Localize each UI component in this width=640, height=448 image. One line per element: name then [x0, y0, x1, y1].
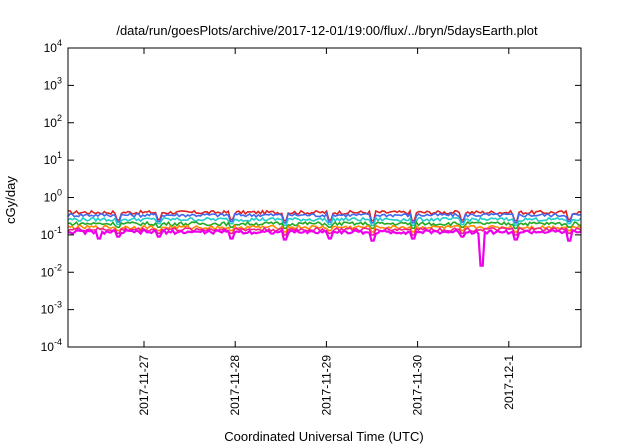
series-layer	[67, 208, 582, 267]
series-line	[67, 224, 582, 233]
series-line	[67, 215, 582, 227]
y-tick-label: 101	[44, 150, 62, 167]
x-tick-label: 2017-11-30	[411, 355, 425, 416]
y-tick-label: 100	[44, 188, 62, 205]
plot-frame	[67, 47, 582, 348]
y-tick-label: 10-4	[41, 337, 62, 354]
x-tick-label: 2017-11-29	[319, 355, 333, 416]
x-tick-label: 2017-11-27	[137, 355, 151, 416]
y-tick-label: 102	[44, 113, 62, 130]
series-line	[67, 220, 581, 230]
y-tick-label: 103	[44, 75, 62, 92]
y-tick-label: 10-1	[41, 225, 62, 242]
x-tick-label: 2017-12-1	[502, 355, 516, 410]
y-tick-label: 10-2	[41, 262, 62, 279]
y-tick-label: 10-3	[41, 300, 62, 317]
series-line	[67, 211, 582, 224]
chart-title: /data/run/goesPlots/archive/2017-12-01/1…	[116, 23, 538, 38]
tick-layer: 10-4 10-3 10-2 10-1 100 101 102 103 104 2017-11-2…	[41, 38, 581, 416]
x-axis-label: Coordinated Universal Time (UTC)	[224, 429, 423, 444]
y-tick-label: 104	[44, 38, 62, 55]
y-axis-label: cGy/day	[3, 176, 18, 224]
series-line	[67, 228, 582, 267]
x-tick-label: 2017-11-28	[228, 355, 242, 416]
